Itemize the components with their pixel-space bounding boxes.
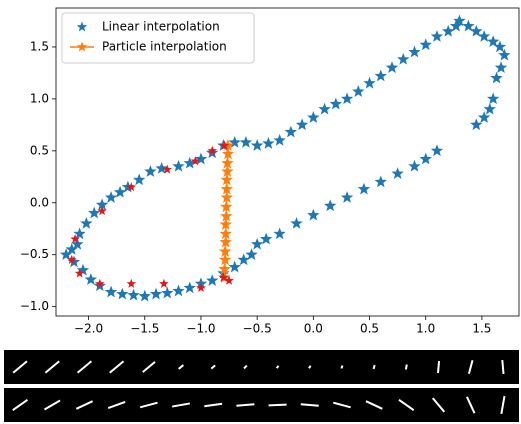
image-glyph	[269, 405, 287, 406]
image-glyph	[438, 361, 439, 373]
image-glyph	[341, 366, 342, 369]
y-tick-label: 0.5	[30, 143, 49, 157]
legend: Linear interpolation Particle interpolati…	[62, 13, 254, 63]
x-tick-label: −0.5	[243, 322, 272, 336]
figure: −2.0 −1.5 −1.0 −0.5 0.0 0.5 1.0 1.5 −1.0 −0.5 0.0 0…	[0, 0, 521, 424]
y-tick-label: 0.0	[30, 195, 49, 209]
image-glyph	[502, 360, 503, 374]
x-tick-label: −1.5	[130, 322, 159, 336]
legend-label: Linear interpolation	[102, 20, 220, 34]
x-tick-label: −1.0	[186, 322, 215, 336]
legend-label: Particle interpolation	[102, 40, 227, 54]
x-tick-label: 1.5	[472, 322, 491, 336]
image-glyph	[406, 365, 407, 370]
image-strip	[4, 388, 519, 422]
image-strip	[4, 350, 519, 384]
x-tick-label: 1.0	[416, 322, 435, 336]
y-tick-label: 1.0	[30, 91, 49, 105]
image-glyph	[374, 365, 375, 369]
x-tick-label: 0.0	[304, 322, 323, 336]
y-tick-label: −1.0	[20, 299, 49, 313]
y-tick-label: 1.5	[30, 39, 49, 53]
y-tick-label: −0.5	[20, 247, 49, 261]
x-tick-label: −2.0	[74, 322, 103, 336]
x-tick-label: 0.5	[360, 322, 379, 336]
image-glyph	[309, 366, 311, 369]
